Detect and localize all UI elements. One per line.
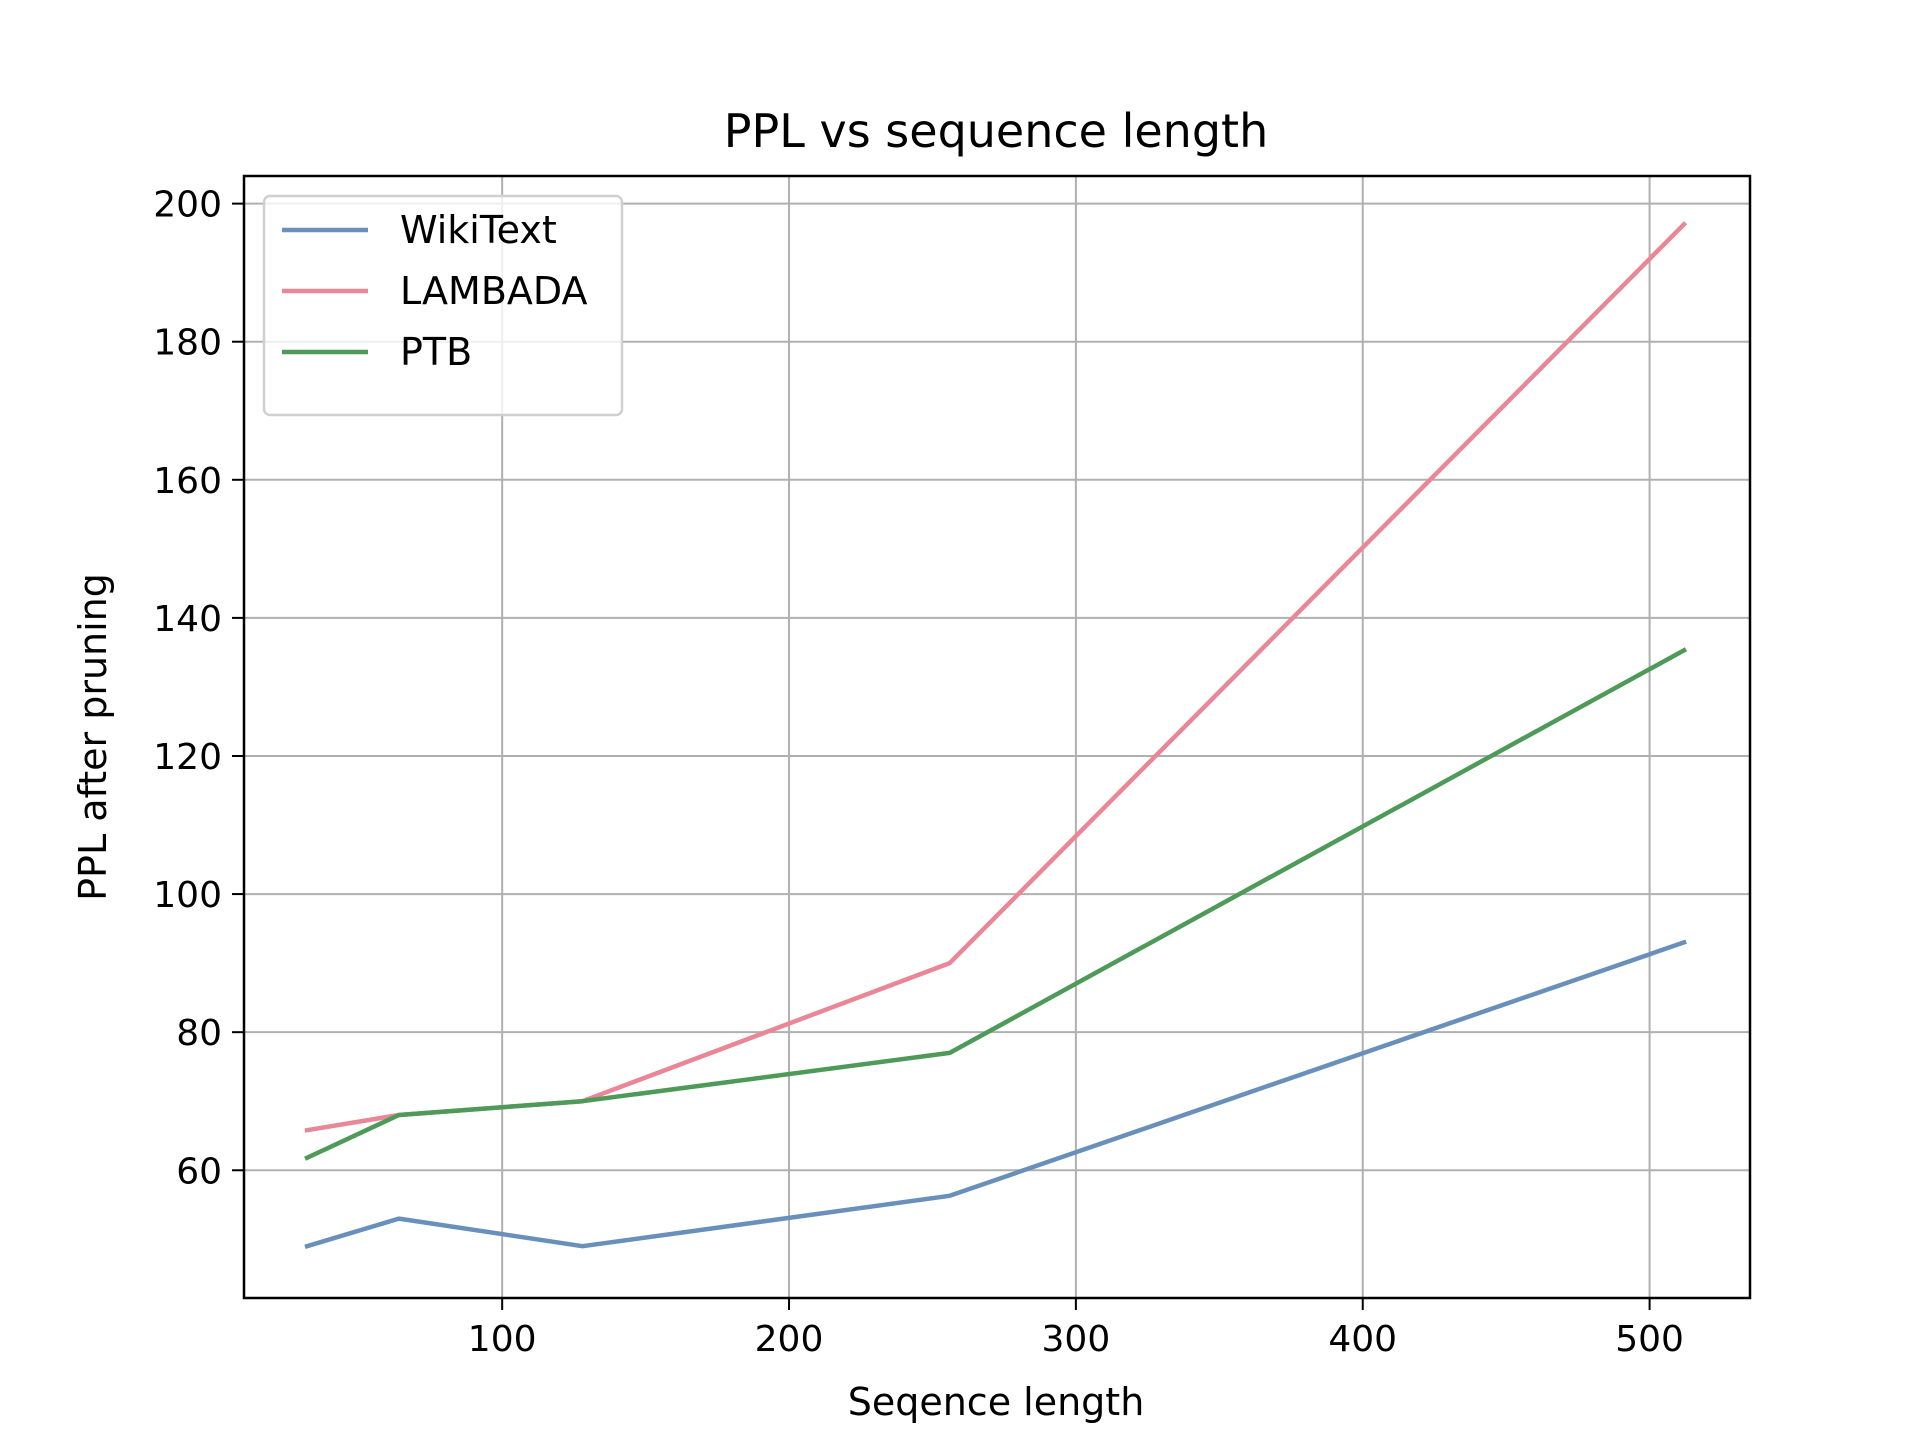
series-lines	[304, 221, 1688, 1250]
legend-label-lambada: LAMBADA	[400, 269, 587, 313]
x-tick-label: 500	[1615, 1319, 1684, 1360]
legend-label-wikitext: WikiText	[400, 208, 557, 252]
y-tick-label: 140	[153, 599, 222, 640]
y-tick-label: 120	[153, 737, 222, 778]
series-line-ptb	[304, 647, 1688, 1161]
legend-label-ptb: PTB	[400, 330, 472, 374]
axis-ticks: 100 200 300 400 500 60 80 100 120 140 160 180 200	[153, 185, 1684, 1360]
x-tick-label: 100	[468, 1319, 537, 1360]
y-tick-label: 160	[153, 461, 222, 502]
y-tick-label: 180	[153, 323, 222, 364]
y-axis-label: PPL after pruning	[71, 573, 115, 901]
series-line-wikitext	[304, 939, 1687, 1250]
x-tick-label: 200	[755, 1319, 824, 1360]
legend: WikiText LAMBADA PTB	[262, 194, 624, 417]
plot-frame	[242, 174, 1752, 1300]
y-tick-label: 200	[153, 185, 222, 226]
y-tick-label: 80	[176, 1013, 222, 1054]
legend-box	[262, 194, 624, 417]
x-tick-label: 400	[1328, 1319, 1397, 1360]
y-tick-label: 100	[153, 875, 222, 916]
x-axis-label: Seqence length	[848, 1380, 1145, 1424]
chart-title: PPL vs sequence length	[724, 104, 1268, 158]
x-tick-label: 300	[1042, 1319, 1111, 1360]
y-tick-label: 60	[176, 1151, 222, 1192]
